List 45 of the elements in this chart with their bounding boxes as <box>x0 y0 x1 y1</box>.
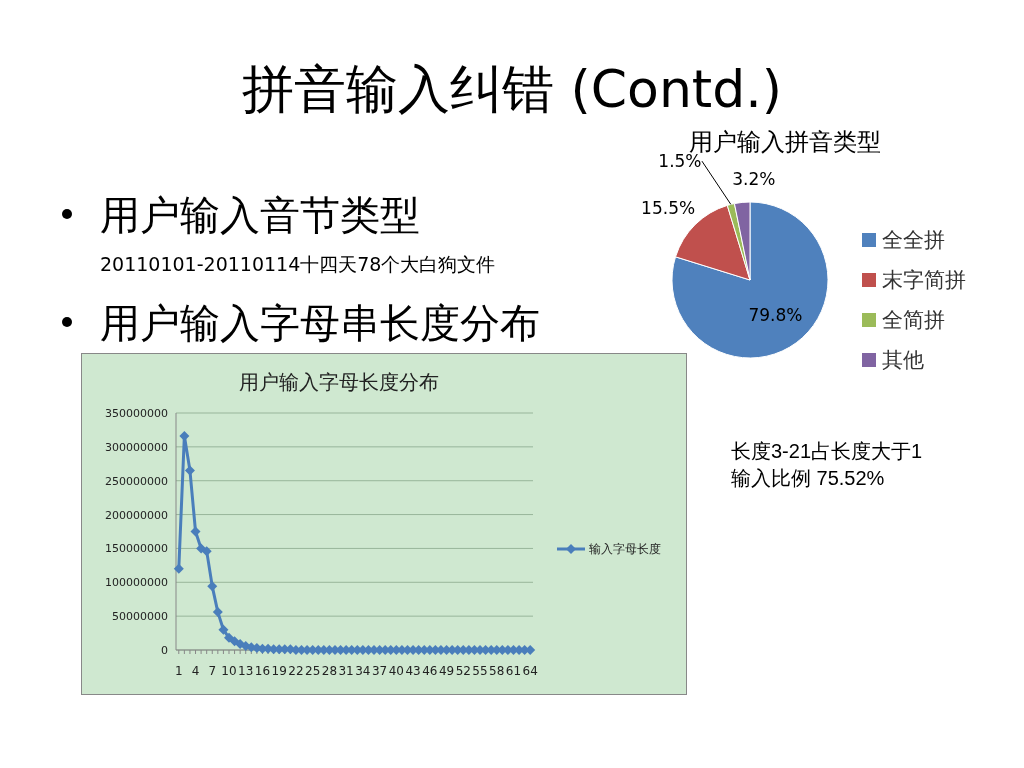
x-tick-label: 28 <box>321 664 338 678</box>
x-tick-label: 43 <box>405 664 421 678</box>
data-label: 79.8% <box>748 304 803 325</box>
data-label: 15.5% <box>641 197 696 218</box>
y-tick-label: 0 <box>161 644 168 657</box>
x-tick-label: 55 <box>472 664 488 678</box>
x-tick-label: 22 <box>288 664 304 678</box>
text: 用户输入音节类型 <box>100 191 420 240</box>
y-tick-label: 250000000 <box>105 474 168 488</box>
x-tick-label: 16 <box>254 664 271 678</box>
x-tick-label: 58 <box>489 664 505 678</box>
x-tick-label: 52 <box>455 664 471 678</box>
x-tick-label: 25 <box>305 664 321 678</box>
x-tick-label: 13 <box>238 664 254 678</box>
text: 拼音输入纠错 (Contd.) <box>240 58 784 121</box>
x-tick-label: 4 <box>191 664 200 678</box>
y-tick-label: 300000000 <box>105 440 168 454</box>
x-tick-label: 37 <box>371 664 388 678</box>
x-tick-label: 34 <box>355 664 371 678</box>
legend-label: 全全拼 <box>882 228 945 252</box>
x-tick-label: 31 <box>338 664 354 678</box>
y-tick-label: 200000000 <box>105 508 168 522</box>
x-tick-label: 46 <box>422 664 438 678</box>
x-tick-label: 19 <box>271 664 287 678</box>
x-tick-label: 7 <box>208 664 217 678</box>
legend-label: 其他 <box>882 348 924 372</box>
x-tick-label: 49 <box>438 664 455 678</box>
y-tick-label: 50000000 <box>112 610 168 624</box>
legend-label: 末字简拼 <box>882 268 966 292</box>
text: 20110101-20110114十四天78个大白狗文件 <box>100 252 496 277</box>
x-tick-label: 61 <box>505 664 522 678</box>
data-label: 3.2% <box>732 168 776 189</box>
chart-title: 用户输入拼音类型 <box>689 128 881 156</box>
x-tick-label: 1 <box>174 664 183 678</box>
text: 用户输入字母串长度分布 <box>100 299 540 348</box>
y-tick-label: 150000000 <box>105 542 168 556</box>
y-tick-label: 350000000 <box>105 407 168 420</box>
x-tick-label: 10 <box>221 664 237 678</box>
y-tick-label: 100000000 <box>105 576 168 590</box>
legend-label: 全简拼 <box>882 308 945 332</box>
text: 长度3-21占长度大于1输入比例 75.52% <box>731 439 924 491</box>
chart-title: 用户输入字母长度分布 <box>239 370 439 394</box>
legend-label: 输入字母长度 <box>589 542 661 556</box>
x-tick-label: 64 <box>522 664 538 678</box>
x-tick-label: 40 <box>388 664 404 678</box>
